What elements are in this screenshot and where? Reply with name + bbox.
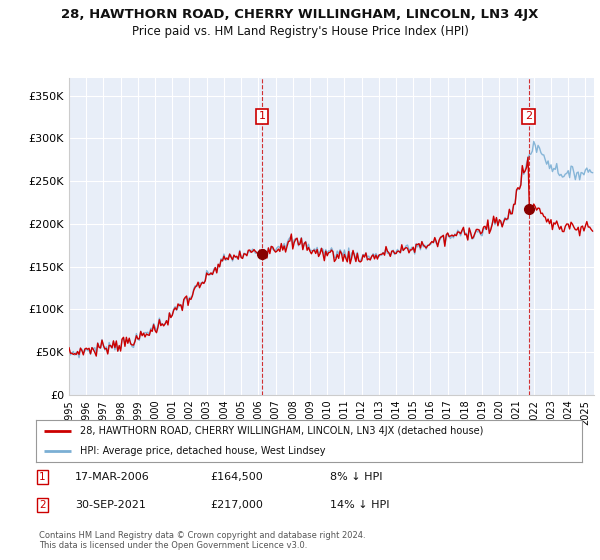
Text: 1: 1 xyxy=(259,111,265,122)
Text: £164,500: £164,500 xyxy=(210,472,263,482)
Text: 2: 2 xyxy=(525,111,532,122)
Text: 30-SEP-2021: 30-SEP-2021 xyxy=(75,500,146,510)
Text: 14% ↓ HPI: 14% ↓ HPI xyxy=(330,500,389,510)
Text: 28, HAWTHORN ROAD, CHERRY WILLINGHAM, LINCOLN, LN3 4JX (detached house): 28, HAWTHORN ROAD, CHERRY WILLINGHAM, LI… xyxy=(80,426,483,436)
Text: Price paid vs. HM Land Registry's House Price Index (HPI): Price paid vs. HM Land Registry's House … xyxy=(131,25,469,38)
Text: 8% ↓ HPI: 8% ↓ HPI xyxy=(330,472,383,482)
Text: 17-MAR-2006: 17-MAR-2006 xyxy=(75,472,150,482)
Text: £217,000: £217,000 xyxy=(210,500,263,510)
Text: 28, HAWTHORN ROAD, CHERRY WILLINGHAM, LINCOLN, LN3 4JX: 28, HAWTHORN ROAD, CHERRY WILLINGHAM, LI… xyxy=(61,8,539,21)
Text: 1: 1 xyxy=(39,472,46,482)
Text: Contains HM Land Registry data © Crown copyright and database right 2024.
This d: Contains HM Land Registry data © Crown c… xyxy=(39,530,365,550)
Text: HPI: Average price, detached house, West Lindsey: HPI: Average price, detached house, West… xyxy=(80,446,325,456)
Text: 2: 2 xyxy=(39,500,46,510)
